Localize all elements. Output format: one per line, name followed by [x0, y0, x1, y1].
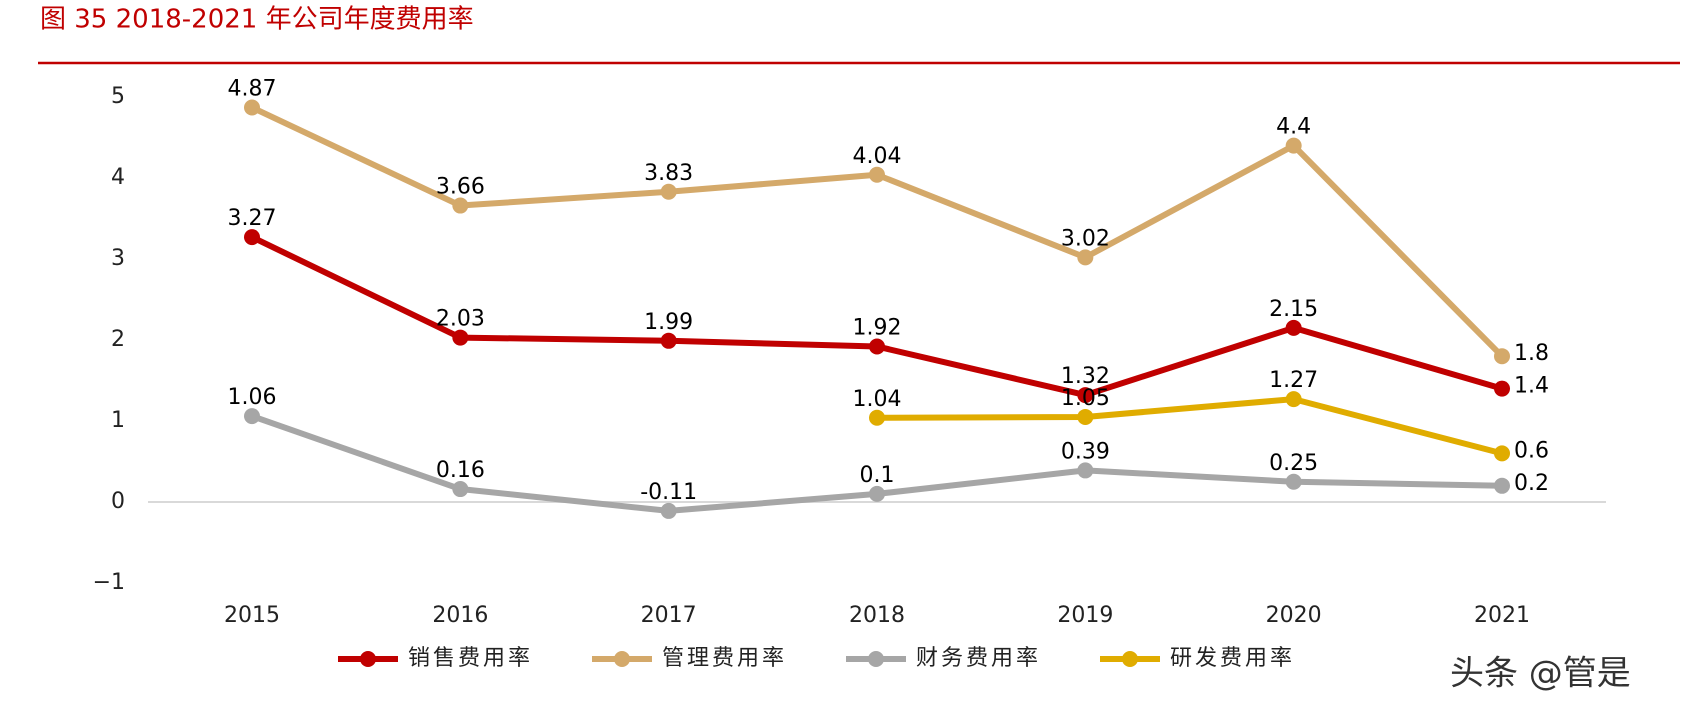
y-tick-label: 3	[111, 246, 125, 271]
legend-marker	[1122, 651, 1138, 667]
point	[244, 408, 260, 425]
point	[869, 166, 885, 183]
x-tick-label: 2016	[432, 603, 488, 628]
series-line	[876, 396, 1503, 457]
y-tick-label: 5	[111, 84, 125, 109]
x-tick-label: 2017	[641, 603, 697, 628]
point	[244, 99, 260, 116]
point	[1285, 319, 1302, 336]
chart-title: 图 35 2018-2021 年公司年度费用率	[40, 5, 474, 35]
point	[452, 329, 469, 346]
point	[244, 229, 260, 246]
point	[1494, 380, 1510, 397]
data-label: 4.4	[1276, 115, 1311, 140]
legend-label: 销售费用率	[408, 646, 533, 671]
x-tick-label: 2018	[849, 603, 905, 628]
data-label: 4.87	[228, 77, 277, 102]
legend-marker	[614, 651, 630, 667]
point	[1494, 445, 1510, 462]
y-tick-label: 2	[111, 327, 125, 352]
point	[452, 197, 469, 214]
legend-label: 管理费用率	[662, 646, 787, 671]
data-label: 3.83	[644, 161, 693, 186]
data-label: 1.4	[1514, 374, 1549, 399]
data-label: 0.1	[860, 463, 895, 488]
data-label: 0.25	[1269, 451, 1318, 476]
data-label: 0.6	[1514, 438, 1549, 463]
point	[869, 485, 885, 502]
watermark: 头条 @管是	[1450, 654, 1631, 694]
point	[1494, 477, 1510, 494]
data-label: -0.11	[640, 480, 697, 505]
point	[1494, 348, 1510, 365]
point	[1077, 462, 1094, 479]
point	[660, 332, 677, 349]
data-label: 0.39	[1061, 439, 1110, 464]
point	[869, 338, 885, 355]
y-tick-label: 4	[111, 165, 125, 190]
data-label: 3.02	[1061, 226, 1110, 251]
point	[869, 409, 885, 426]
data-label: 0.2	[1514, 471, 1549, 496]
y-tick-label: 1	[111, 408, 125, 433]
point	[660, 502, 677, 519]
point	[1077, 387, 1094, 404]
data-label: 1.99	[644, 310, 693, 335]
data-label: 0.16	[436, 458, 485, 483]
point	[660, 183, 677, 200]
data-label: 1.27	[1269, 368, 1318, 393]
y-tick-label: −1	[93, 570, 125, 595]
data-label: 1.92	[853, 315, 902, 340]
x-tick-label: 2020	[1266, 603, 1322, 628]
legend-marker	[868, 651, 884, 667]
point	[1285, 473, 1302, 490]
data-label: 1.05	[1061, 386, 1110, 411]
data-label: 1.04	[853, 387, 902, 412]
data-label: 2.15	[1269, 297, 1318, 322]
point	[1077, 249, 1094, 266]
legend-label: 研发费用率	[1170, 646, 1295, 671]
point	[1077, 408, 1094, 425]
data-label: 1.32	[1061, 364, 1110, 389]
legend-marker	[360, 651, 376, 667]
data-label: 3.27	[228, 206, 277, 231]
legend-label: 财务费用率	[916, 646, 1041, 671]
x-tick-label: 2015	[224, 603, 280, 628]
point	[1285, 391, 1302, 408]
data-label: 1.06	[228, 385, 277, 410]
data-label: 4.04	[853, 144, 902, 169]
point	[1285, 137, 1302, 154]
point	[452, 481, 469, 498]
y-tick-label: 0	[111, 489, 125, 514]
data-label: 3.66	[436, 175, 485, 200]
x-tick-label: 2021	[1474, 603, 1530, 628]
data-label: 2.03	[436, 307, 485, 332]
x-tick-label: 2019	[1057, 603, 1113, 628]
data-label: 1.8	[1514, 341, 1549, 366]
